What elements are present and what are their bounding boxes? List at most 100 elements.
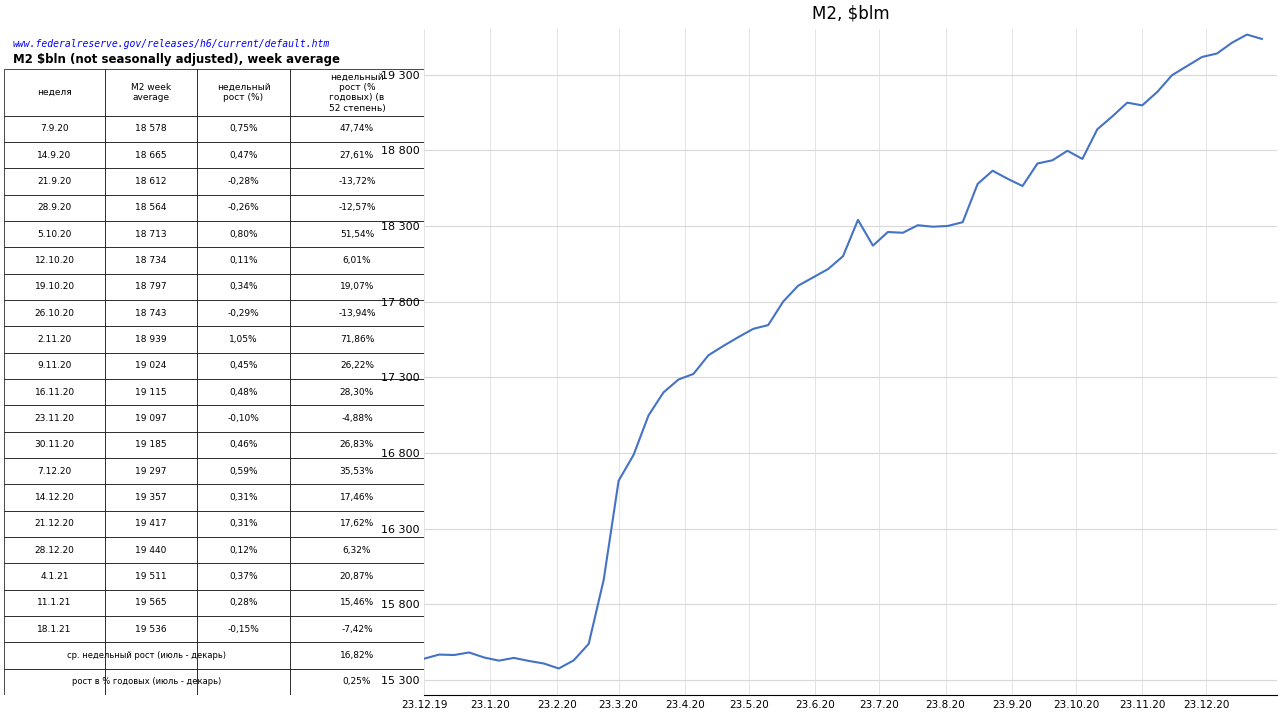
FancyBboxPatch shape <box>290 406 424 432</box>
FancyBboxPatch shape <box>4 432 105 458</box>
FancyBboxPatch shape <box>105 616 197 643</box>
Text: 14.12.20: 14.12.20 <box>35 493 74 502</box>
FancyBboxPatch shape <box>290 563 424 590</box>
Text: рост в % годовых (июль - декарь): рост в % годовых (июль - декарь) <box>72 678 222 686</box>
Text: 18 612: 18 612 <box>136 177 167 186</box>
Text: 20,87%: 20,87% <box>339 572 374 581</box>
Text: 28,30%: 28,30% <box>339 388 374 397</box>
Title: M2, $blm: M2, $blm <box>812 4 889 22</box>
Text: 26,22%: 26,22% <box>339 361 374 371</box>
Text: -13,72%: -13,72% <box>338 177 375 186</box>
FancyBboxPatch shape <box>290 142 424 169</box>
FancyBboxPatch shape <box>290 379 424 406</box>
FancyBboxPatch shape <box>4 195 105 221</box>
Text: 0,31%: 0,31% <box>229 493 257 502</box>
FancyBboxPatch shape <box>4 326 105 353</box>
FancyBboxPatch shape <box>105 668 197 695</box>
FancyBboxPatch shape <box>4 406 105 432</box>
Text: -0,15%: -0,15% <box>228 625 260 633</box>
Text: 18 665: 18 665 <box>136 151 167 160</box>
Text: 21.12.20: 21.12.20 <box>35 519 74 528</box>
FancyBboxPatch shape <box>290 326 424 353</box>
FancyBboxPatch shape <box>197 116 290 142</box>
FancyBboxPatch shape <box>105 643 197 668</box>
FancyBboxPatch shape <box>4 69 105 116</box>
Text: ср. недельный рост (июль - декарь): ср. недельный рост (июль - декарь) <box>68 651 227 660</box>
Text: 18.1.21: 18.1.21 <box>37 625 72 633</box>
Text: 0,48%: 0,48% <box>229 388 257 397</box>
FancyBboxPatch shape <box>105 353 197 379</box>
Text: 35,53%: 35,53% <box>339 467 374 476</box>
Text: 17,46%: 17,46% <box>339 493 374 502</box>
Text: 19 565: 19 565 <box>136 598 167 608</box>
FancyBboxPatch shape <box>4 511 105 537</box>
Text: 19,07%: 19,07% <box>339 283 374 291</box>
Text: 0,75%: 0,75% <box>229 124 257 134</box>
Text: 16.11.20: 16.11.20 <box>35 388 74 397</box>
FancyBboxPatch shape <box>105 432 197 458</box>
FancyBboxPatch shape <box>290 273 424 300</box>
FancyBboxPatch shape <box>197 221 290 248</box>
FancyBboxPatch shape <box>197 379 290 406</box>
Text: 19 536: 19 536 <box>136 625 167 633</box>
FancyBboxPatch shape <box>290 643 424 668</box>
FancyBboxPatch shape <box>4 379 105 406</box>
Text: 0,12%: 0,12% <box>229 545 257 555</box>
FancyBboxPatch shape <box>290 432 424 458</box>
FancyBboxPatch shape <box>197 195 290 221</box>
FancyBboxPatch shape <box>105 300 197 326</box>
Text: 11.1.21: 11.1.21 <box>37 598 72 608</box>
Text: 18 797: 18 797 <box>136 283 167 291</box>
FancyBboxPatch shape <box>290 248 424 273</box>
FancyBboxPatch shape <box>105 221 197 248</box>
Text: недельный
рост (%
годовых) (в
52 степень): недельный рост (% годовых) (в 52 степень… <box>328 72 386 113</box>
Text: 51,54%: 51,54% <box>339 230 374 238</box>
FancyBboxPatch shape <box>290 616 424 643</box>
Text: M2 week
average: M2 week average <box>131 83 172 102</box>
FancyBboxPatch shape <box>197 668 290 695</box>
Text: -4,88%: -4,88% <box>341 414 373 423</box>
Text: 4.1.21: 4.1.21 <box>40 572 69 581</box>
FancyBboxPatch shape <box>4 300 105 326</box>
FancyBboxPatch shape <box>197 432 290 458</box>
Text: -0,10%: -0,10% <box>228 414 260 423</box>
Text: 2.11.20: 2.11.20 <box>37 335 72 344</box>
Text: 26,83%: 26,83% <box>339 441 374 449</box>
FancyBboxPatch shape <box>105 326 197 353</box>
Text: 19 417: 19 417 <box>136 519 167 528</box>
FancyBboxPatch shape <box>197 169 290 195</box>
FancyBboxPatch shape <box>290 69 424 116</box>
FancyBboxPatch shape <box>197 353 290 379</box>
Text: -0,26%: -0,26% <box>228 203 260 213</box>
FancyBboxPatch shape <box>197 643 290 668</box>
FancyBboxPatch shape <box>290 590 424 616</box>
Text: 47,74%: 47,74% <box>339 124 374 134</box>
Text: 28.9.20: 28.9.20 <box>37 203 72 213</box>
FancyBboxPatch shape <box>290 116 424 142</box>
Text: 18 734: 18 734 <box>136 256 167 265</box>
FancyBboxPatch shape <box>4 643 105 668</box>
Text: 6,01%: 6,01% <box>342 256 371 265</box>
Text: 0,31%: 0,31% <box>229 519 257 528</box>
FancyBboxPatch shape <box>197 484 290 511</box>
Text: 19 511: 19 511 <box>136 572 167 581</box>
Text: 19 357: 19 357 <box>136 493 167 502</box>
Text: 23.11.20: 23.11.20 <box>35 414 74 423</box>
Text: 16,82%: 16,82% <box>339 651 374 660</box>
FancyBboxPatch shape <box>290 221 424 248</box>
FancyBboxPatch shape <box>290 353 424 379</box>
Text: недельный
рост (%): недельный рост (%) <box>216 83 270 102</box>
FancyBboxPatch shape <box>197 590 290 616</box>
FancyBboxPatch shape <box>197 406 290 432</box>
FancyBboxPatch shape <box>4 248 105 273</box>
Text: 0,46%: 0,46% <box>229 441 257 449</box>
FancyBboxPatch shape <box>197 616 290 643</box>
FancyBboxPatch shape <box>4 458 105 484</box>
FancyBboxPatch shape <box>4 590 105 616</box>
Text: -13,94%: -13,94% <box>338 308 375 318</box>
Text: 19 097: 19 097 <box>136 414 167 423</box>
FancyBboxPatch shape <box>197 537 290 563</box>
Text: 0,80%: 0,80% <box>229 230 257 238</box>
Text: -7,42%: -7,42% <box>341 625 373 633</box>
Text: 19.10.20: 19.10.20 <box>35 283 74 291</box>
